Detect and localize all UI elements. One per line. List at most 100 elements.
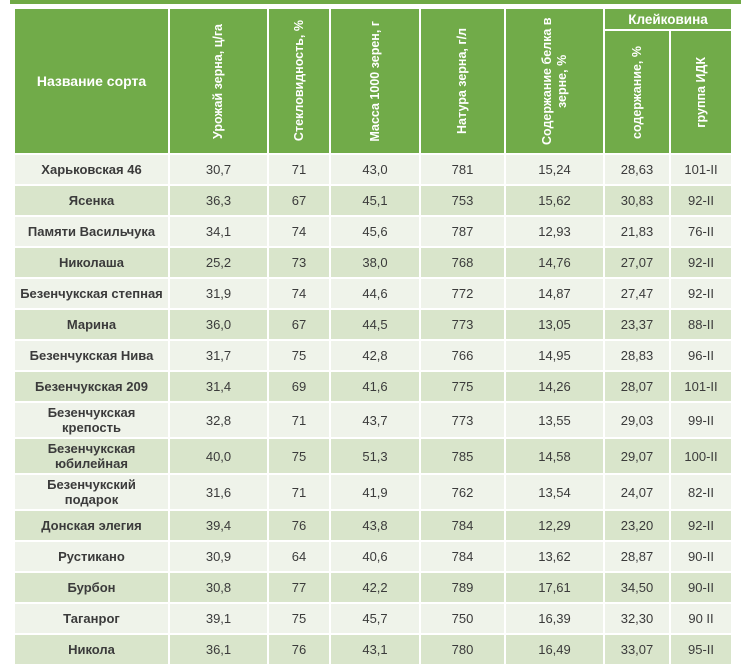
variety-name-cell: Безенчукская Нива <box>15 341 168 370</box>
value-cell: 13,05 <box>506 310 603 339</box>
value-cell: 76 <box>269 635 329 664</box>
value-cell: 38,0 <box>331 248 419 277</box>
value-cell: 33,07 <box>605 635 669 664</box>
value-cell: 34,50 <box>605 573 669 602</box>
value-cell: 787 <box>421 217 504 246</box>
variety-name-cell: Никола <box>15 635 168 664</box>
value-cell: 14,26 <box>506 372 603 401</box>
column-header-glassiness: Стекловидность, % <box>269 9 329 153</box>
value-cell: 24,07 <box>605 475 669 509</box>
value-cell: 750 <box>421 604 504 633</box>
column-header-protein-content-label: Содержание белка в зерне, % <box>539 17 569 145</box>
value-cell: 45,6 <box>331 217 419 246</box>
value-cell: 92-II <box>671 248 731 277</box>
value-cell: 71 <box>269 403 329 437</box>
value-cell: 16,49 <box>506 635 603 664</box>
value-cell: 32,30 <box>605 604 669 633</box>
value-cell: 75 <box>269 341 329 370</box>
value-cell: 13,55 <box>506 403 603 437</box>
value-cell: 90-II <box>671 542 731 571</box>
value-cell: 67 <box>269 310 329 339</box>
variety-name-cell: Марина <box>15 310 168 339</box>
table-row: Безенчукская степная 31,9 74 44,6 772 14,87 27… <box>15 279 731 308</box>
value-cell: 784 <box>421 511 504 540</box>
column-header-gluten-idk-group: группа ИДК <box>671 31 731 153</box>
value-cell: 13,62 <box>506 542 603 571</box>
value-cell: 27,07 <box>605 248 669 277</box>
wheat-varieties-table: Название сорта Урожай зерна, ц/га Стекло… <box>13 7 733 666</box>
value-cell: 23,20 <box>605 511 669 540</box>
value-cell: 13,54 <box>506 475 603 509</box>
value-cell: 43,7 <box>331 403 419 437</box>
value-cell: 77 <box>269 573 329 602</box>
value-cell: 92-II <box>671 279 731 308</box>
value-cell: 100-II <box>671 439 731 473</box>
value-cell: 789 <box>421 573 504 602</box>
table-row: Никола 36,1 76 43,1 780 16,49 33,07 95-II <box>15 635 731 664</box>
value-cell: 36,0 <box>170 310 267 339</box>
value-cell: 43,8 <box>331 511 419 540</box>
value-cell: 101-II <box>671 155 731 184</box>
table-row: Марина 36,0 67 44,5 773 13,05 23,37 88-II <box>15 310 731 339</box>
variety-name-cell: Николаша <box>15 248 168 277</box>
variety-name-cell: Безенчукская 209 <box>15 372 168 401</box>
value-cell: 31,6 <box>170 475 267 509</box>
value-cell: 40,0 <box>170 439 267 473</box>
value-cell: 41,6 <box>331 372 419 401</box>
value-cell: 82-II <box>671 475 731 509</box>
value-cell: 768 <box>421 248 504 277</box>
variety-name-cell: Харьковская 46 <box>15 155 168 184</box>
value-cell: 73 <box>269 248 329 277</box>
table-row: Николаша 25,2 73 38,0 768 14,76 27,07 92-II <box>15 248 731 277</box>
column-header-1000-grain-mass: Масса 1000 зерен, г <box>331 9 419 153</box>
value-cell: 12,29 <box>506 511 603 540</box>
column-header-glassiness-label: Стекловидность, % <box>291 20 306 142</box>
value-cell: 773 <box>421 403 504 437</box>
value-cell: 34,1 <box>170 217 267 246</box>
value-cell: 14,58 <box>506 439 603 473</box>
value-cell: 92-II <box>671 186 731 215</box>
table-row: Рустикано 30,9 64 40,6 784 13,62 28,87 90-II <box>15 542 731 571</box>
value-cell: 42,2 <box>331 573 419 602</box>
column-header-1000-grain-mass-label: Масса 1000 зерен, г <box>367 20 382 142</box>
value-cell: 88-II <box>671 310 731 339</box>
column-header-gluten-content-label: содержание, % <box>629 45 644 139</box>
value-cell: 64 <box>269 542 329 571</box>
table-row: Безенчукская Нива 31,7 75 42,8 766 14,95 28,83… <box>15 341 731 370</box>
value-cell: 772 <box>421 279 504 308</box>
variety-name-cell: Безенчукский подарок <box>15 475 168 509</box>
value-cell: 27,47 <box>605 279 669 308</box>
value-cell: 43,0 <box>331 155 419 184</box>
table-row: Бурбон 30,8 77 42,2 789 17,61 34,50 90-II <box>15 573 731 602</box>
value-cell: 41,9 <box>331 475 419 509</box>
column-header-grain-yield-label: Урожай зерна, ц/га <box>211 23 225 139</box>
value-cell: 74 <box>269 217 329 246</box>
value-cell: 16,39 <box>506 604 603 633</box>
value-cell: 23,37 <box>605 310 669 339</box>
variety-name-cell: Безенчукская юбилейная <box>15 439 168 473</box>
value-cell: 785 <box>421 439 504 473</box>
value-cell: 67 <box>269 186 329 215</box>
value-cell: 784 <box>421 542 504 571</box>
value-cell: 29,07 <box>605 439 669 473</box>
value-cell: 36,1 <box>170 635 267 664</box>
variety-name-cell: Рустикано <box>15 542 168 571</box>
value-cell: 39,1 <box>170 604 267 633</box>
value-cell: 25,2 <box>170 248 267 277</box>
value-cell: 40,6 <box>331 542 419 571</box>
value-cell: 92-II <box>671 511 731 540</box>
value-cell: 28,63 <box>605 155 669 184</box>
value-cell: 30,7 <box>170 155 267 184</box>
value-cell: 99-II <box>671 403 731 437</box>
table-row: Безенчукская крепость 32,8 71 43,7 773 13,55 2… <box>15 403 731 437</box>
value-cell: 45,7 <box>331 604 419 633</box>
value-cell: 12,93 <box>506 217 603 246</box>
value-cell: 29,03 <box>605 403 669 437</box>
value-cell: 28,83 <box>605 341 669 370</box>
column-header-grain-nature-label: Натура зерна, г/л <box>455 28 469 134</box>
value-cell: 76 <box>269 511 329 540</box>
value-cell: 753 <box>421 186 504 215</box>
variety-name-cell: Памяти Васильчука <box>15 217 168 246</box>
column-group-header-gluten: Клейковина <box>605 9 731 29</box>
table-row: Безенчукская юбилейная 40,0 75 51,3 785 14,58… <box>15 439 731 473</box>
